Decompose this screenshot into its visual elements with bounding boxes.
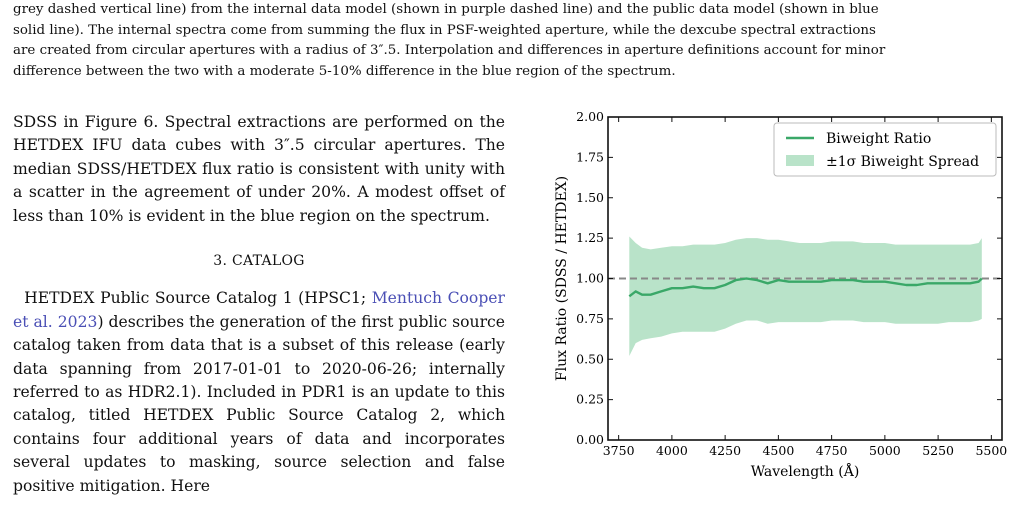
- spread-band: [629, 236, 982, 356]
- y-tick-label: 0.25: [576, 392, 604, 407]
- legend-band-swatch: [786, 155, 814, 166]
- legend-label: ±1σ Biweight Spread: [826, 154, 979, 170]
- paragraph-flux-comparison: SDSS in Figure 6. Spectral extractions a…: [13, 113, 505, 225]
- y-tick-label: 1.00: [576, 271, 604, 286]
- citation-link[interactable]: Mentuch Cooper et al. 2023: [13, 289, 505, 331]
- caption-line: are created from circular apertures with…: [13, 43, 886, 58]
- y-tick-label: 1.50: [576, 190, 604, 205]
- caption-line: difference between the two with a modera…: [13, 63, 676, 79]
- x-tick-label: 5500: [975, 443, 1007, 458]
- caption-line: grey dashed vertical line) from the inte…: [13, 2, 879, 17]
- x-axis-label: Wavelength (Å): [751, 462, 860, 480]
- y-tick-label: 0.50: [576, 351, 604, 366]
- legend-label: Biweight Ratio: [826, 131, 931, 147]
- flux-ratio-figure: 3750 4000 4250 4500 4750 5000 5250 5500 0.00 0.25…: [528, 100, 1028, 500]
- x-tick-label: 4250: [709, 443, 741, 458]
- y-tick-label: 1.75: [576, 149, 604, 164]
- paragraph-text: HETDEX Public Source Catalog 1 (HPSC1;: [24, 289, 372, 308]
- legend-box: [773, 122, 997, 177]
- section-heading: 3. CATALOG: [213, 253, 305, 270]
- figure-caption: grey dashed vertical line) from the inte…: [13, 0, 1021, 82]
- paragraph-text: ) describes the generation of the first …: [13, 312, 505, 495]
- body-column: SDSS in Figure 6. Spectral extractions a…: [13, 111, 505, 498]
- x-tick-label: 4000: [656, 443, 688, 458]
- y-tick-label: 2.00: [576, 109, 604, 124]
- x-tick-label: 4750: [816, 443, 848, 458]
- x-tick-label: 3750: [603, 443, 635, 458]
- y-axis-label: Flux Ratio (SDSS / HETDEX): [554, 176, 570, 381]
- caption-line: solid line). The internal spectra come f…: [13, 22, 876, 38]
- y-tick-label: 1.25: [576, 230, 604, 245]
- x-tick-label: 4500: [762, 443, 794, 458]
- x-tick-label: 5000: [869, 443, 901, 458]
- biweight-ratio-line: [628, 277, 983, 298]
- paragraph-catalog: HETDEX Public Source Catalog 1 (HPSC1; M…: [13, 287, 505, 498]
- y-tick-label: 0.75: [576, 311, 604, 326]
- flux-ratio-chart: 3750 4000 4250 4500 4750 5000 5250 5500 0.00 0.25…: [554, 109, 1007, 480]
- y-tick-label: 0.00: [576, 432, 604, 447]
- x-tick-label: 5250: [922, 443, 954, 458]
